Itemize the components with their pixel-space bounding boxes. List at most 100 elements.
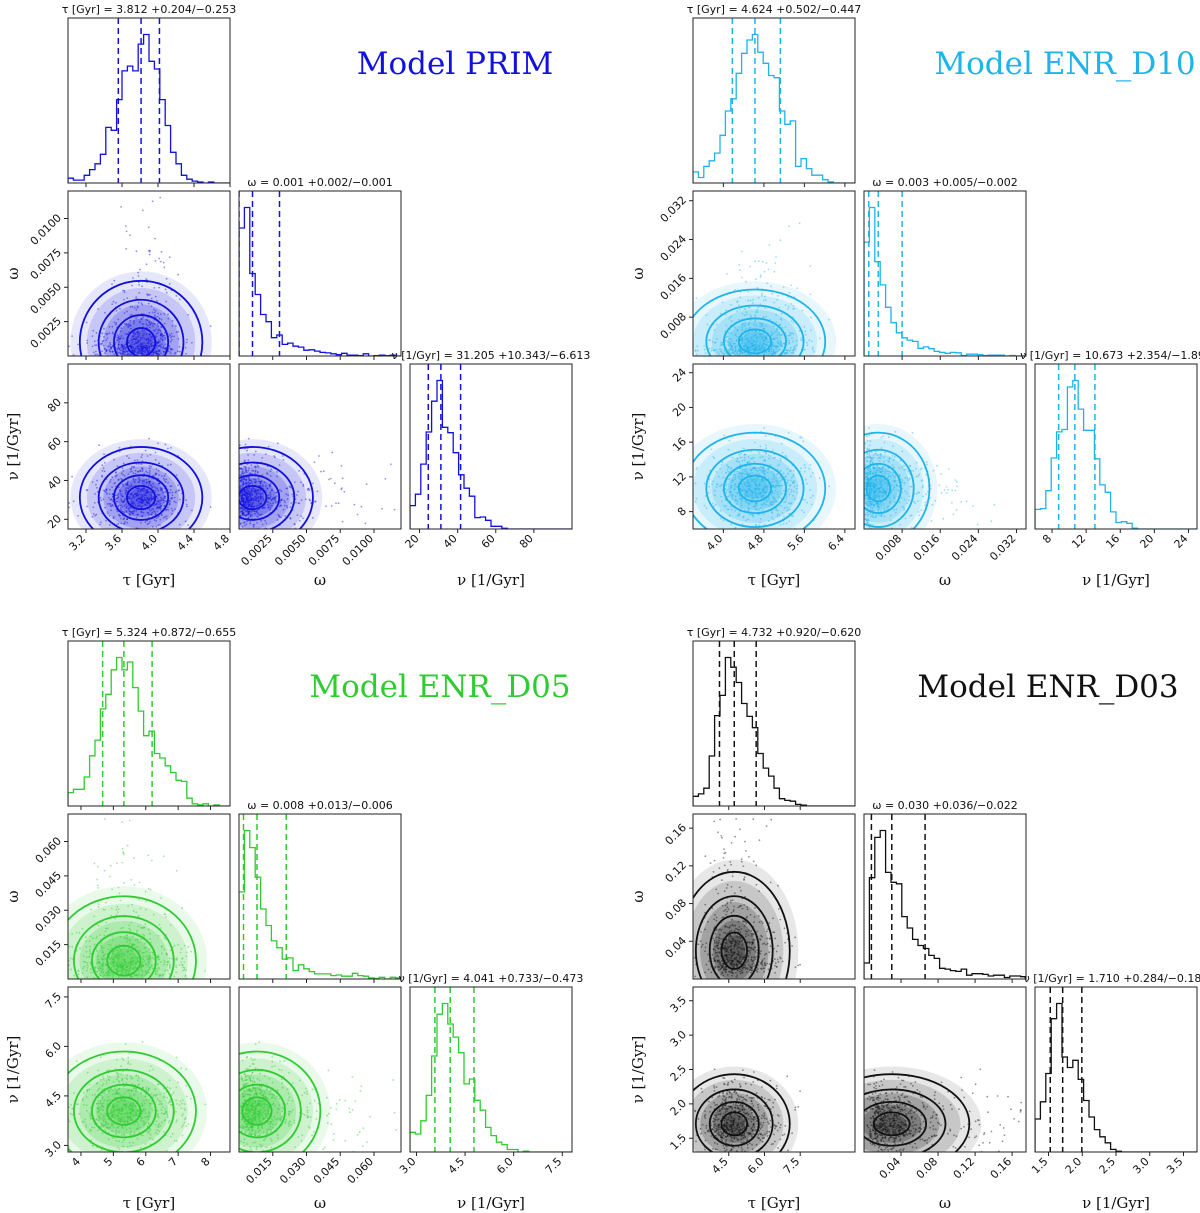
sample-point <box>780 313 783 315</box>
sample-point <box>248 511 250 514</box>
sample-point <box>107 948 110 951</box>
sample-point <box>755 311 757 314</box>
sample-point <box>122 347 125 350</box>
sample-point <box>148 250 151 253</box>
sample-point <box>790 469 792 472</box>
sample-point <box>960 501 963 503</box>
sample-point <box>105 963 107 966</box>
sample-point <box>869 491 872 494</box>
sample-point <box>766 471 769 474</box>
sample-point <box>135 499 138 501</box>
sample-point <box>245 499 248 501</box>
sample-point <box>762 466 764 469</box>
sample-point <box>129 514 132 517</box>
sample-point <box>809 496 812 499</box>
sample-point <box>255 511 258 513</box>
sample-point <box>867 513 870 516</box>
sample-point <box>761 325 764 327</box>
sample-point <box>763 451 766 453</box>
sample-point <box>243 508 246 510</box>
sample-point <box>100 963 103 966</box>
sample-point <box>240 507 243 510</box>
sample-point <box>806 341 808 344</box>
sample-point <box>918 514 921 516</box>
sample-point <box>877 495 879 498</box>
density-shade <box>117 318 165 356</box>
sample-point <box>746 462 749 464</box>
sample-point <box>86 966 89 969</box>
sample-point <box>186 505 188 508</box>
sample-point <box>248 503 251 506</box>
sample-point <box>760 496 763 499</box>
sample-point <box>244 471 247 474</box>
sample-point <box>143 487 146 489</box>
sample-point <box>761 455 764 458</box>
sample-point <box>869 493 872 496</box>
sample-point <box>164 497 167 499</box>
sample-point <box>110 505 113 508</box>
sample-point <box>246 487 249 490</box>
sample-point <box>765 337 768 340</box>
sample-point <box>747 349 750 352</box>
sample-point <box>965 500 968 503</box>
sample-point <box>897 489 900 492</box>
sample-point <box>312 482 314 485</box>
sample-point <box>254 505 256 508</box>
sample-point <box>141 345 144 348</box>
sample-point <box>147 343 150 345</box>
sample-point <box>72 500 75 503</box>
sample-point <box>242 483 244 486</box>
sample-point <box>340 488 343 491</box>
sample-point <box>874 494 877 497</box>
sample-point <box>256 515 258 518</box>
sample-point <box>869 456 872 459</box>
sample-point <box>747 306 750 309</box>
sample-point <box>146 490 149 493</box>
sample-point <box>126 353 129 356</box>
sample-point <box>133 343 136 346</box>
sample-point <box>131 341 134 344</box>
sample-point <box>745 334 748 337</box>
sample-point <box>149 888 152 891</box>
sample-point <box>160 250 163 253</box>
sample-point <box>157 500 160 503</box>
sample-point <box>756 495 758 498</box>
sample-point <box>870 491 872 494</box>
sample-point <box>750 469 752 472</box>
sample-point <box>747 509 750 512</box>
sample-point <box>763 471 766 473</box>
sample-point <box>126 482 129 485</box>
sample-point <box>114 956 117 958</box>
sample-point <box>140 500 142 503</box>
sample-point <box>257 496 260 498</box>
sample-point <box>868 448 871 451</box>
sample-point <box>154 311 156 314</box>
sample-point <box>872 485 875 488</box>
sample-point <box>245 500 248 503</box>
sample-point <box>890 484 893 487</box>
sample-point <box>150 345 153 348</box>
sample-point <box>134 342 137 345</box>
sample-point <box>879 480 882 483</box>
sample-point <box>138 500 141 503</box>
sample-point <box>129 344 132 347</box>
sample-point <box>772 343 775 345</box>
sample-point <box>746 473 748 476</box>
sample-point <box>786 468 789 470</box>
sample-point <box>141 502 144 504</box>
sample-point <box>883 490 885 492</box>
sample-point <box>130 468 132 471</box>
sample-point <box>102 947 105 949</box>
sample-point <box>177 330 180 333</box>
panel-r0-c0: τ [Gyr] = 4.624 +0.502/−0.447 <box>687 3 861 187</box>
sample-point <box>241 510 243 513</box>
sample-point <box>868 502 871 505</box>
sample-point <box>145 498 148 501</box>
sample-point <box>721 341 724 344</box>
sample-point <box>883 488 885 491</box>
sample-point <box>777 348 780 351</box>
sample-point <box>741 324 743 327</box>
sample-point <box>109 962 112 965</box>
sample-point <box>140 926 142 929</box>
panel-frame <box>692 190 856 357</box>
